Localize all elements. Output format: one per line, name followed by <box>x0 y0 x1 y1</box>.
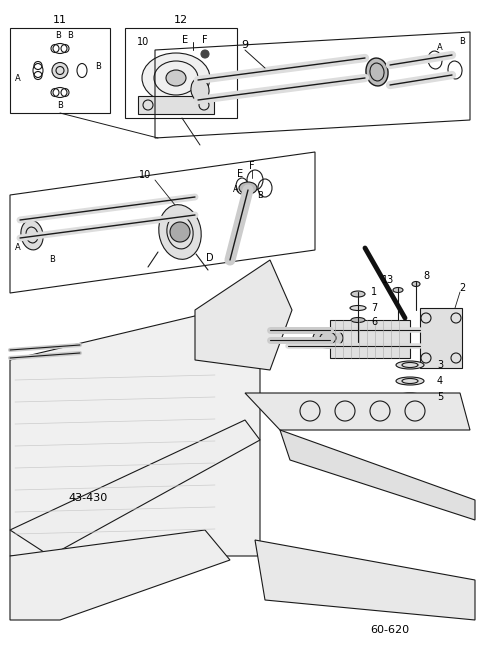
Text: A: A <box>233 186 239 194</box>
Text: 2: 2 <box>459 283 465 293</box>
Ellipse shape <box>396 361 424 369</box>
Circle shape <box>201 50 209 58</box>
Text: 5: 5 <box>437 392 443 402</box>
Ellipse shape <box>396 377 424 385</box>
Text: B: B <box>49 255 55 264</box>
Ellipse shape <box>412 281 420 287</box>
Ellipse shape <box>159 205 201 259</box>
Text: A: A <box>15 243 21 253</box>
Ellipse shape <box>239 182 257 194</box>
Text: 3: 3 <box>437 360 443 370</box>
Text: F: F <box>249 161 255 171</box>
Polygon shape <box>195 260 292 370</box>
Text: 13: 13 <box>382 275 394 285</box>
Circle shape <box>170 222 190 242</box>
Ellipse shape <box>351 318 365 323</box>
Text: F: F <box>202 35 208 45</box>
Text: B: B <box>57 100 63 110</box>
Text: 1: 1 <box>371 287 377 297</box>
Text: 9: 9 <box>241 40 249 50</box>
Text: 8: 8 <box>423 271 429 281</box>
Text: 7: 7 <box>371 303 377 313</box>
Text: A: A <box>437 43 443 52</box>
Polygon shape <box>10 310 260 556</box>
Circle shape <box>52 62 68 79</box>
Text: 11: 11 <box>53 15 67 25</box>
Ellipse shape <box>191 78 209 102</box>
Ellipse shape <box>166 70 186 86</box>
Ellipse shape <box>393 287 403 293</box>
Text: 10: 10 <box>139 170 151 180</box>
Text: E: E <box>182 35 188 45</box>
Ellipse shape <box>313 328 343 348</box>
Text: 4: 4 <box>437 376 443 386</box>
Text: 12: 12 <box>174 15 188 25</box>
Text: B: B <box>95 62 101 71</box>
Bar <box>330 320 410 358</box>
Text: B: B <box>459 37 465 47</box>
Bar <box>125 28 237 118</box>
Ellipse shape <box>396 393 424 401</box>
Text: A: A <box>15 74 21 83</box>
Polygon shape <box>245 393 470 430</box>
Polygon shape <box>280 430 475 520</box>
Bar <box>10 28 110 113</box>
Bar <box>420 308 462 368</box>
Text: 10: 10 <box>137 37 149 47</box>
Ellipse shape <box>350 306 366 310</box>
Bar <box>138 96 214 114</box>
Text: 6: 6 <box>371 317 377 327</box>
Polygon shape <box>10 420 260 556</box>
Polygon shape <box>10 530 230 620</box>
Ellipse shape <box>366 58 388 86</box>
Text: 60-620: 60-620 <box>371 625 409 635</box>
Text: B: B <box>67 31 73 41</box>
Text: E: E <box>237 169 243 179</box>
Text: B: B <box>257 192 263 201</box>
Text: D: D <box>206 253 214 263</box>
Ellipse shape <box>21 220 43 250</box>
Ellipse shape <box>351 291 365 297</box>
Text: 43-430: 43-430 <box>68 493 108 503</box>
Text: B: B <box>55 31 61 41</box>
Ellipse shape <box>142 53 210 103</box>
Polygon shape <box>255 540 475 620</box>
